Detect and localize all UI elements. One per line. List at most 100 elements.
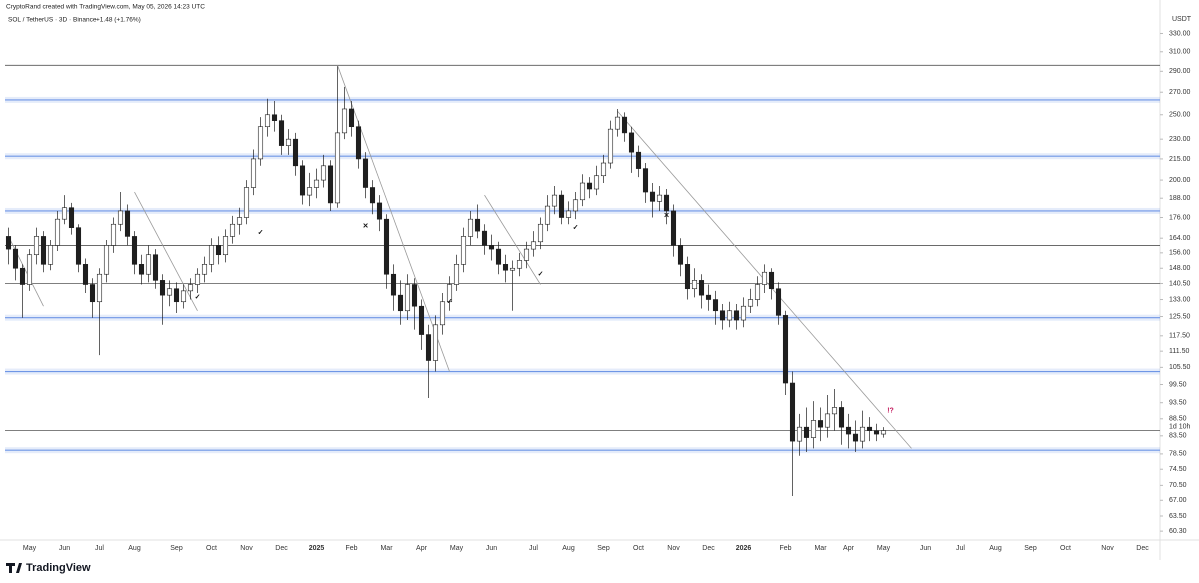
symbol: SOL / TetherUS · 3D · Binance	[8, 17, 97, 24]
candle-body	[544, 205, 551, 225]
candle-body	[327, 165, 334, 204]
candle-body	[166, 288, 173, 296]
candle-body	[110, 223, 117, 246]
x-tick-label: May	[877, 545, 891, 552]
candle-body	[152, 254, 159, 281]
x-tick-label: Nov	[1101, 545, 1114, 552]
x-tick-label: Nov	[240, 545, 253, 552]
candle-body	[306, 187, 313, 196]
x-tick-label: 2025	[309, 545, 325, 552]
candle-body	[866, 426, 873, 431]
y-tick-label: 83.50	[1169, 433, 1187, 440]
candle-body	[453, 264, 460, 285]
candle-body	[754, 284, 761, 300]
marker: !?	[887, 407, 894, 414]
trendline	[134, 191, 198, 311]
candle-body	[229, 223, 236, 237]
x-tick-label: Apr	[843, 545, 855, 552]
x-tick-label: Oct	[633, 545, 644, 552]
candle-body	[495, 248, 502, 265]
candle-body	[243, 187, 250, 218]
x-tick-label: Aug	[989, 545, 1002, 552]
candle-body	[824, 413, 831, 428]
candle-body	[103, 245, 110, 275]
candle-body	[873, 430, 880, 435]
candle-body	[187, 284, 194, 292]
candle-body	[12, 248, 19, 269]
candle-body	[628, 132, 635, 153]
candle-body	[642, 168, 649, 193]
candle-body	[509, 267, 516, 271]
y-tick-label: 290.00	[1169, 68, 1191, 75]
candle-body	[40, 236, 47, 265]
candle-body	[250, 158, 257, 188]
candle-body	[124, 210, 131, 237]
candle-body	[768, 271, 775, 290]
candle-body	[481, 230, 488, 246]
candle-body	[397, 294, 404, 312]
candle-body	[68, 207, 75, 228]
candle-body	[47, 245, 54, 265]
candle-body	[355, 126, 362, 160]
y-tick-label: 67.00	[1169, 497, 1187, 504]
candle-body	[222, 236, 229, 256]
candle-body	[649, 191, 656, 202]
candle-body	[117, 210, 124, 225]
marker: ✕	[363, 223, 369, 230]
y-tick-label: 148.00	[1169, 265, 1191, 272]
candle-body	[264, 114, 271, 128]
candle-body	[579, 182, 586, 201]
y-tick-label: 105.50	[1169, 364, 1191, 371]
candle-body	[572, 199, 579, 212]
x-tick-label: Apr	[416, 545, 428, 552]
y-tick-label: 188.00	[1169, 195, 1191, 202]
y-tick-label: 156.00	[1169, 250, 1191, 257]
candle-body	[411, 284, 418, 307]
candle-body	[677, 245, 684, 265]
candle-body	[838, 407, 845, 428]
x-tick-label: Jun	[486, 545, 497, 552]
candle-body	[859, 426, 866, 442]
candle-body	[551, 194, 558, 207]
y-tick-label: 93.50	[1169, 400, 1187, 407]
x-tick-label: Feb	[345, 545, 357, 552]
candle-body	[75, 227, 82, 265]
y-tick-label: 215.00	[1169, 156, 1191, 163]
candle-body	[565, 210, 572, 218]
x-tick-label: Jun	[920, 545, 931, 552]
candle-body	[593, 175, 600, 190]
candle-body	[502, 264, 509, 271]
candle-body	[362, 158, 369, 188]
candle-body	[194, 273, 201, 285]
candle-body	[341, 108, 348, 134]
x-tick-label: Jul	[529, 545, 538, 552]
candle-body	[530, 241, 537, 250]
logo	[6, 563, 22, 573]
x-tick-label: Aug	[562, 545, 575, 552]
candle-body	[460, 236, 467, 265]
y-tick-label: 117.50	[1169, 333, 1190, 340]
y-tick-label: 125.50	[1169, 313, 1191, 320]
candle-body	[719, 310, 726, 321]
candle-body	[271, 114, 278, 121]
candle-body	[705, 294, 712, 300]
x-tick-label: Sep	[1024, 545, 1037, 552]
x-tick-label: Jul	[95, 545, 104, 552]
x-tick-label: Oct	[1060, 545, 1071, 552]
candle-body	[796, 426, 803, 442]
candle-body	[299, 165, 306, 196]
marker: ✓	[538, 271, 544, 278]
brand: TradingView	[26, 562, 91, 574]
candle-body	[96, 273, 103, 303]
candle-body	[516, 260, 523, 269]
candle-body	[523, 248, 530, 261]
x-tick-label: Mar	[380, 545, 393, 552]
credit: CryptoRand created with TradingView.com,…	[6, 4, 205, 11]
y-tick-label: 88.50	[1169, 416, 1187, 423]
candle-body	[663, 194, 670, 212]
y-tick-label: 78.50	[1169, 451, 1187, 458]
candle-body	[383, 218, 390, 275]
candle-body	[670, 210, 677, 246]
